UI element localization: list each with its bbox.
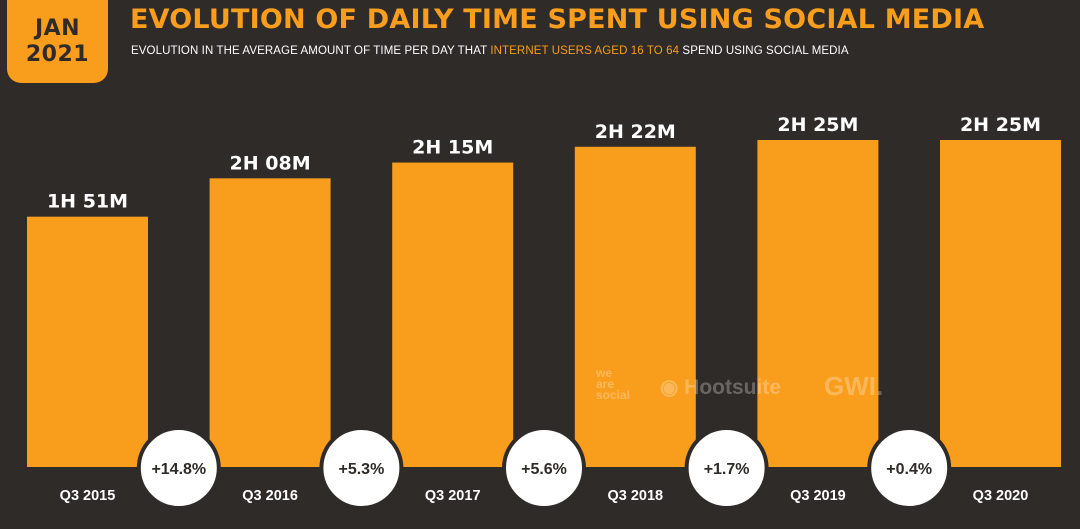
bar-value-label: 2H 25M (777, 114, 858, 136)
logo-word: we (596, 366, 613, 380)
change-bubble (502, 426, 586, 510)
bar (27, 216, 148, 467)
bar (209, 178, 331, 467)
x-tick-label: Q3 2015 (60, 488, 116, 504)
subtitle-highlight: INTERNET USERS AGED 16 TO 64 (490, 45, 680, 57)
date-badge: JAN 2021 (7, 0, 108, 83)
hootsuite-logo: ◉ Hootsuite (660, 375, 781, 400)
hootsuite-text: Hootsuite (684, 376, 781, 399)
bar-value-label: 2H 25M (960, 114, 1041, 136)
bar-value-label: 2H 22M (595, 121, 676, 143)
bar (574, 146, 696, 468)
subtitle-text: EVOLUTION IN THE AVERAGE AMOUNT OF TIME … (131, 45, 491, 57)
bar (940, 140, 1061, 467)
logo-word: are (596, 377, 615, 391)
gwi-logo: GWI. (824, 371, 884, 401)
change-bubble (867, 426, 952, 510)
change-bubble (319, 426, 404, 510)
x-tick-label: Q3 2020 (973, 488, 1029, 504)
bar (392, 162, 514, 467)
x-tick-label: Q3 2017 (425, 488, 481, 504)
x-tick-label: Q3 2019 (790, 488, 846, 504)
bar (757, 140, 879, 467)
change-label: +5.3% (338, 461, 384, 478)
subtitle-text-end: SPEND USING SOCIAL MEDIA (679, 45, 849, 57)
badge-year: 2021 (25, 41, 90, 67)
change-bubble (684, 426, 769, 510)
chart-title: EVOLUTION OF DAILY TIME SPENT USING SOCI… (130, 4, 985, 35)
x-tick-label: Q3 2018 (607, 488, 663, 504)
chart-subtitle: EVOLUTION IN THE AVERAGE AMOUNT OF TIME … (131, 45, 849, 57)
change-label: +5.6% (521, 461, 567, 478)
change-label: +14.8% (151, 461, 206, 478)
bar-value-label: 2H 15M (412, 137, 493, 159)
change-label: +0.4% (886, 461, 932, 478)
logo-word: social (596, 388, 631, 402)
we-are-social-logo: we are social (596, 366, 631, 402)
x-tick-label: Q3 2016 (242, 488, 298, 504)
bar-value-label: 1H 51M (47, 191, 128, 213)
bar-value-label: 2H 08M (230, 152, 311, 174)
change-bubble (136, 426, 221, 510)
badge-month: JAN (34, 15, 81, 41)
change-label: +1.7% (704, 461, 750, 478)
owl-icon: ◉ (660, 376, 679, 399)
